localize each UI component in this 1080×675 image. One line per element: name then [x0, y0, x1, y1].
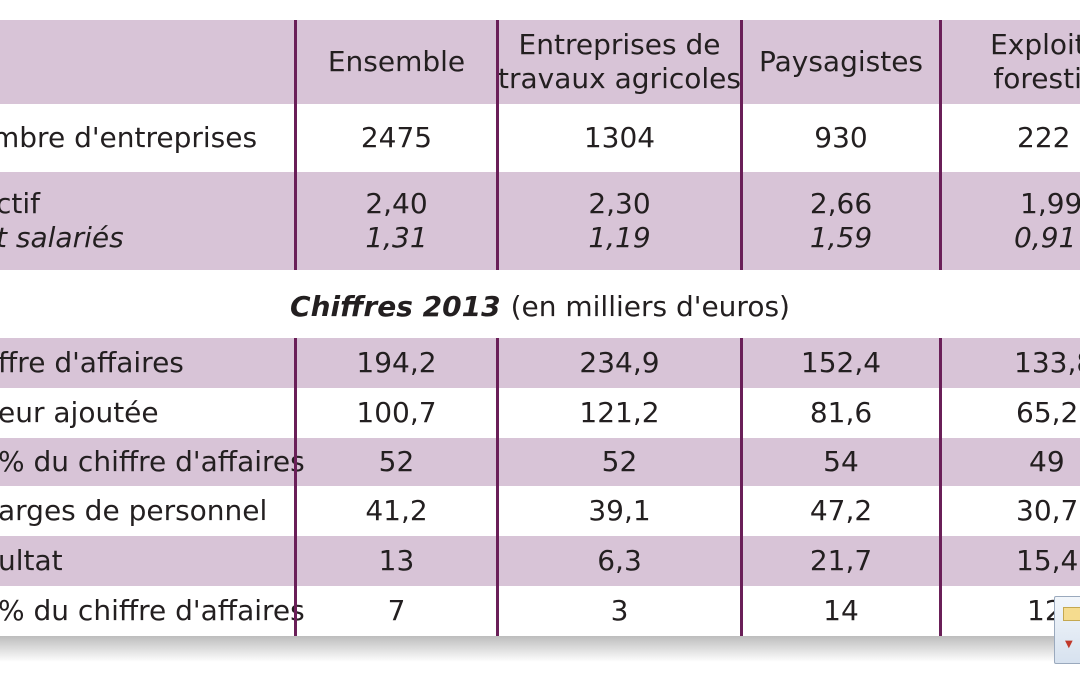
- table-row: ctif t salariés 2,40 1,31 2,30 1,19 2,66 1,…: [0, 172, 1080, 270]
- section-title: Chiffres 2013 (en milliers d'euros): [0, 276, 1080, 336]
- value-cell: 930: [814, 121, 868, 154]
- page-shadow: [0, 636, 1080, 662]
- row-label: mbre d'entreprises: [0, 121, 258, 154]
- value-cell: 222: [1017, 121, 1071, 154]
- column-divider: [496, 20, 499, 270]
- dropdown-arrow-icon[interactable]: ▼: [1065, 639, 1073, 650]
- value-cell: 21,7: [809, 544, 873, 577]
- header-exploitation-line1: Exploitat: [990, 28, 1080, 61]
- value-cell: 41,2: [365, 494, 428, 527]
- value-cell: 100,7: [356, 396, 437, 429]
- column-divider: [939, 338, 942, 636]
- value-cell: 30,7: [1016, 494, 1079, 527]
- column-divider: [939, 20, 942, 270]
- column-divider: [496, 338, 499, 636]
- header-row: Ensemble Entreprises de travaux agricole…: [0, 20, 1080, 104]
- column-divider: [740, 20, 743, 270]
- section-title-year: Chiffres 2013: [290, 289, 501, 323]
- value-cell: 7: [387, 594, 406, 627]
- value-cell: 81,6: [809, 396, 873, 429]
- row-label: ffre d'affaires: [0, 346, 184, 379]
- table-row: % du chiffre d'affaires 7 3 14 12: [0, 586, 1080, 636]
- table-row: ultat 13 6,3 21,7 15,4: [0, 536, 1080, 586]
- header-ensemble: Ensemble: [327, 45, 466, 78]
- value-cell: 6,3: [597, 544, 642, 577]
- row-label: ultat: [0, 544, 63, 577]
- value-cell: 2475: [360, 121, 433, 154]
- row-label: % du chiffre d'affaires: [0, 445, 305, 478]
- value-cell: 47,2: [809, 494, 873, 527]
- value-cell: 121,2: [579, 396, 660, 429]
- table-row: % du chiffre d'affaires 52 52 54 49: [0, 438, 1080, 486]
- table-row: mbre d'entreprises 2475 1304 930 222: [0, 104, 1080, 172]
- row-label: ctif t salariés: [0, 187, 124, 254]
- header-exploitation-forestiere: Exploitat forestièr: [942, 20, 1080, 104]
- value-cell: 2,66 1,59: [809, 187, 873, 254]
- header-exploitation-line2: forestièr: [993, 62, 1080, 95]
- value-cell: 1304: [583, 121, 656, 154]
- value-cell: 133,8: [1014, 346, 1080, 379]
- value-cell: 14: [823, 594, 859, 627]
- envelope-icon: [1063, 607, 1080, 621]
- value-cell: 2,30 1,19: [588, 187, 651, 254]
- data-table: Ensemble Entreprises de travaux agricole…: [0, 20, 1080, 636]
- value-cell: 52: [601, 445, 638, 478]
- value-cell: 234,9: [579, 346, 660, 379]
- value-cell: 65,2: [1016, 396, 1079, 429]
- section-title-unit: (en milliers d'euros): [510, 289, 790, 323]
- row-label: eur ajoutée: [0, 396, 159, 429]
- mail-widget-button[interactable]: ▼: [1054, 596, 1080, 664]
- table-row: arges de personnel 41,2 39,1 47,2 30,7: [0, 486, 1080, 536]
- value-cell: 15,4: [1016, 544, 1079, 577]
- value-cell: 152,4: [800, 346, 882, 379]
- header-travaux-agricoles: Entreprises de travaux agricoles: [498, 20, 741, 104]
- column-divider: [740, 338, 743, 636]
- value-cell: 1,99 0,91: [1014, 187, 1080, 254]
- row-label: arges de personnel: [0, 494, 268, 527]
- column-divider: [294, 338, 297, 636]
- header-paysagistes: Paysagistes: [758, 45, 924, 78]
- value-cell: 39,1: [588, 494, 651, 527]
- value-cell: 194,2: [356, 346, 437, 379]
- value-cell: 52: [378, 445, 415, 478]
- header-travaux-line2: travaux agricoles: [498, 62, 741, 95]
- value-cell: 2,40 1,31: [365, 187, 428, 254]
- header-label-cell: [0, 20, 294, 104]
- table-row: ffre d'affaires 194,2 234,9 152,4 133,8: [0, 338, 1080, 388]
- row-label: % du chiffre d'affaires: [0, 594, 305, 627]
- header-travaux-line1: Entreprises de: [518, 28, 721, 61]
- table-row: eur ajoutée 100,7 121,2 81,6 65,2: [0, 388, 1080, 438]
- value-cell: 13: [378, 544, 415, 577]
- value-cell: 3: [610, 594, 629, 627]
- value-cell: 49: [1029, 445, 1065, 478]
- value-cell: 54: [823, 445, 859, 478]
- column-divider: [294, 20, 297, 270]
